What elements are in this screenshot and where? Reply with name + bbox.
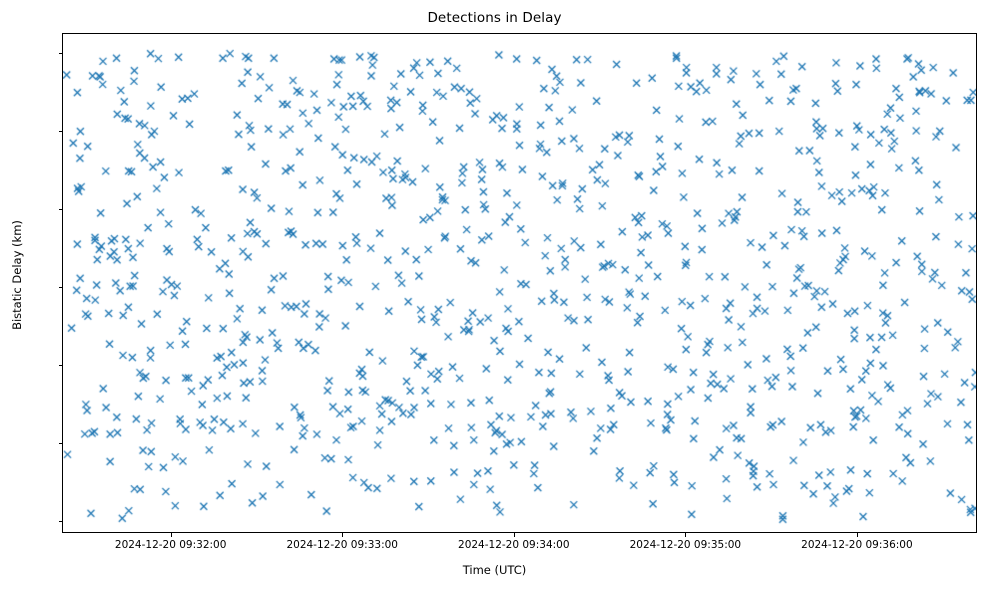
- y-axis-label: Bistatic Delay (km): [10, 220, 24, 330]
- x-axis-label: Time (UTC): [462, 563, 527, 577]
- x-tick-label: 2024-12-20 09:33:00: [286, 539, 398, 551]
- y-tick-mark: [58, 521, 62, 523]
- plot-area[interactable]: [62, 33, 977, 533]
- y-tick-mark: [58, 365, 62, 367]
- x-tick-label: 2024-12-20 09:32:00: [114, 539, 227, 551]
- x-tick-label: 2024-12-20 09:36:00: [801, 539, 913, 551]
- y-tick-mark: [58, 286, 62, 288]
- x-tick-mark: [170, 533, 172, 537]
- x-tick-mark: [342, 533, 344, 537]
- y-tick-mark: [58, 443, 62, 445]
- y-tick-mark: [58, 130, 62, 132]
- scatter-points-layer: [63, 34, 976, 532]
- y-tick-mark: [58, 52, 62, 54]
- x-tick-mark: [685, 533, 687, 537]
- x-tick-label: 2024-12-20 09:34:00: [458, 539, 570, 551]
- x-tick-label: 2024-12-20 09:35:00: [629, 539, 742, 551]
- chart-title: Detections in Delay: [427, 10, 562, 26]
- y-tick-mark: [58, 208, 62, 210]
- x-tick-mark: [513, 533, 515, 537]
- x-tick-mark: [856, 533, 858, 537]
